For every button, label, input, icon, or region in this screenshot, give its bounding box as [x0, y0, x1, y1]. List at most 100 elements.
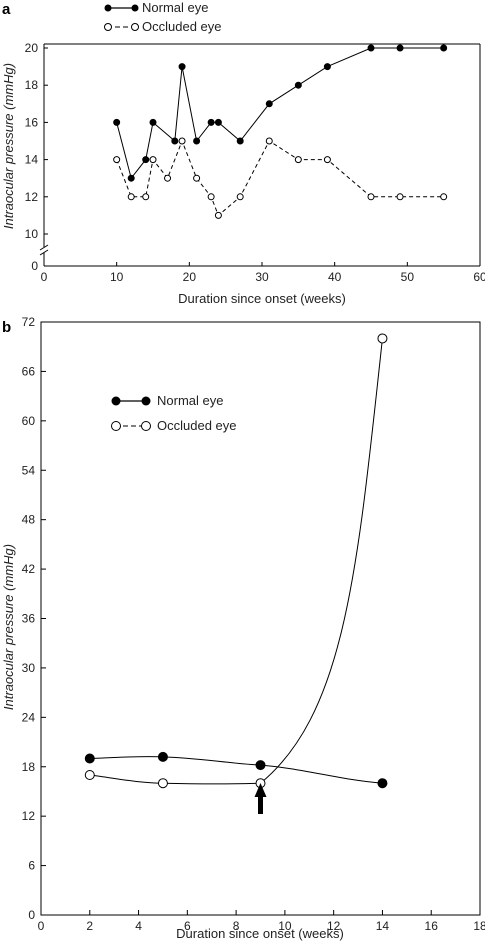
panel-b-y-tick-label: 0	[28, 908, 35, 922]
occluded-eye-point	[367, 193, 375, 201]
occluded-eye-line	[89, 338, 383, 785]
panel-b-legend: Normal eye Occluded eye	[111, 393, 237, 433]
panel-a-x-axis-label: Duration since onset (weeks)	[178, 291, 346, 306]
panel-a-x-tick-label: 40	[328, 270, 342, 284]
legend-a-occluded-label: Occluded eye	[142, 19, 222, 34]
onset-arrow-head	[254, 783, 267, 797]
occluded-eye-point	[294, 156, 302, 164]
panel-b-y-tick-label: 72	[22, 315, 36, 329]
occluded-eye-point	[149, 156, 157, 164]
legend-b-occluded-marker	[141, 421, 151, 431]
panel-b-x-tick-label: 14	[376, 919, 390, 933]
panel-a-x-tick-label: 10	[110, 270, 124, 284]
panel-b-x-tick-label: 2	[86, 919, 93, 933]
panel-b-x-tick-label: 12	[327, 919, 341, 933]
panel-b-y-tick-label: 60	[22, 414, 36, 428]
legend-a-occluded-marker	[104, 23, 112, 31]
normal-eye-point	[367, 44, 375, 52]
occluded-eye-point	[193, 174, 201, 182]
occluded-eye-point	[127, 193, 135, 201]
occluded-eye-point	[113, 156, 121, 164]
onset-arrow-icon	[254, 783, 267, 814]
panel-b-x-tick-label: 4	[135, 919, 142, 933]
panel-b: b 0 2 4 6 8 10 12 14 16 1806121824303642485460667…	[1, 315, 485, 941]
legend-b-normal-marker	[141, 396, 151, 406]
occluded-eye-point	[214, 211, 222, 219]
occluded-eye-point	[323, 156, 331, 164]
occluded-eye-point	[396, 193, 404, 201]
panel-b-y-tick-label: 30	[22, 661, 36, 675]
occluded-eye-point	[265, 137, 273, 145]
onset-arrow-shaft	[258, 796, 263, 814]
panel-a-y-tick-label: 18	[25, 78, 39, 92]
panel-a-axis-break-mark	[39, 244, 49, 251]
panel-b-y-tick-label: 18	[22, 760, 36, 774]
normal-eye-line	[116, 47, 444, 180]
occluded-eye-line	[116, 139, 444, 217]
normal-eye-point	[207, 118, 215, 126]
panel-b-x-tick-label: 10	[278, 919, 292, 933]
normal-eye-point	[236, 137, 244, 145]
normal-eye-point	[323, 63, 331, 71]
legend-a-normal-label: Normal eye	[142, 0, 208, 15]
panel-b-y-tick-label: 6	[28, 859, 35, 873]
normal-eye-point	[396, 44, 404, 52]
panel-a-series	[113, 44, 448, 219]
legend-b-occluded-marker	[111, 421, 121, 431]
panel-a-y-tick-label: 0	[31, 259, 38, 273]
panel-b-y-tick-label: 42	[22, 562, 36, 576]
occluded-eye-point	[164, 174, 172, 182]
panel-a-legend: Normal eye Occluded eye	[104, 0, 222, 34]
normal-eye-line	[89, 756, 383, 784]
panel-a-y-tick-label: 16	[25, 115, 39, 129]
panel-b-frame	[40, 321, 481, 916]
panel-b-y-tick-label: 54	[22, 463, 36, 477]
panel-b-y-tick-label: 48	[22, 513, 36, 527]
panel-a-axes	[39, 43, 481, 267]
legend-b-occluded-label: Occluded eye	[157, 418, 237, 433]
panel-a-label: a	[2, 1, 11, 18]
panel-b-y-tick-label: 24	[22, 710, 36, 724]
panel-b-x-tick-label: 18	[473, 919, 485, 933]
normal-eye-point	[113, 118, 121, 126]
panel-a-x-tick-label: 20	[183, 270, 197, 284]
panel-a-x-tick-label: 60	[473, 270, 485, 284]
normal-eye-point	[142, 156, 150, 164]
occluded-eye-point	[377, 333, 388, 344]
panel-a-x-tick-label: 50	[401, 270, 415, 284]
normal-eye-point	[377, 778, 388, 789]
legend-a-normal-marker	[131, 4, 139, 12]
panel-a-y-axis-label: Intraocular pressure (mmHg)	[1, 63, 16, 229]
occluded-eye-point	[142, 193, 150, 201]
normal-eye-point	[171, 137, 179, 145]
panel-a-y-tick-label: 20	[25, 41, 39, 55]
normal-eye-point	[265, 100, 273, 108]
occluded-eye-point	[157, 778, 168, 789]
panel-b-y-tick-label: 12	[22, 809, 36, 823]
normal-eye-point	[178, 63, 186, 71]
occluded-eye-point	[178, 137, 186, 145]
panel-b-x-tick-label: 6	[184, 919, 191, 933]
normal-eye-point	[149, 118, 157, 126]
occluded-eye-point	[207, 193, 215, 201]
panel-b-y-tick-label: 66	[22, 364, 36, 378]
normal-eye-point	[157, 751, 168, 762]
panel-b-x-tick-label: 16	[425, 919, 439, 933]
panel-b-y-tick-label: 36	[22, 612, 36, 626]
panel-b-label: b	[2, 319, 11, 336]
panel-a-x-tick-label: 0	[41, 270, 48, 284]
panel-b-axes	[40, 321, 481, 916]
panel-b-series	[84, 333, 388, 789]
panel-a-axis-break-mark	[39, 249, 49, 256]
panel-a-y-tick-label: 14	[25, 153, 39, 167]
occluded-eye-point	[236, 193, 244, 201]
normal-eye-point	[294, 81, 302, 89]
legend-a-normal-marker	[104, 4, 112, 12]
panel-a: a Normal eye Occluded eye 0 10 20 30 40 50 600…	[1, 0, 485, 306]
panel-b-x-tick-label: 0	[38, 919, 45, 933]
legend-b-normal-marker	[111, 396, 121, 406]
normal-eye-point	[214, 118, 222, 126]
panel-b-x-axis-label: Duration since onset (weeks)	[176, 926, 344, 941]
